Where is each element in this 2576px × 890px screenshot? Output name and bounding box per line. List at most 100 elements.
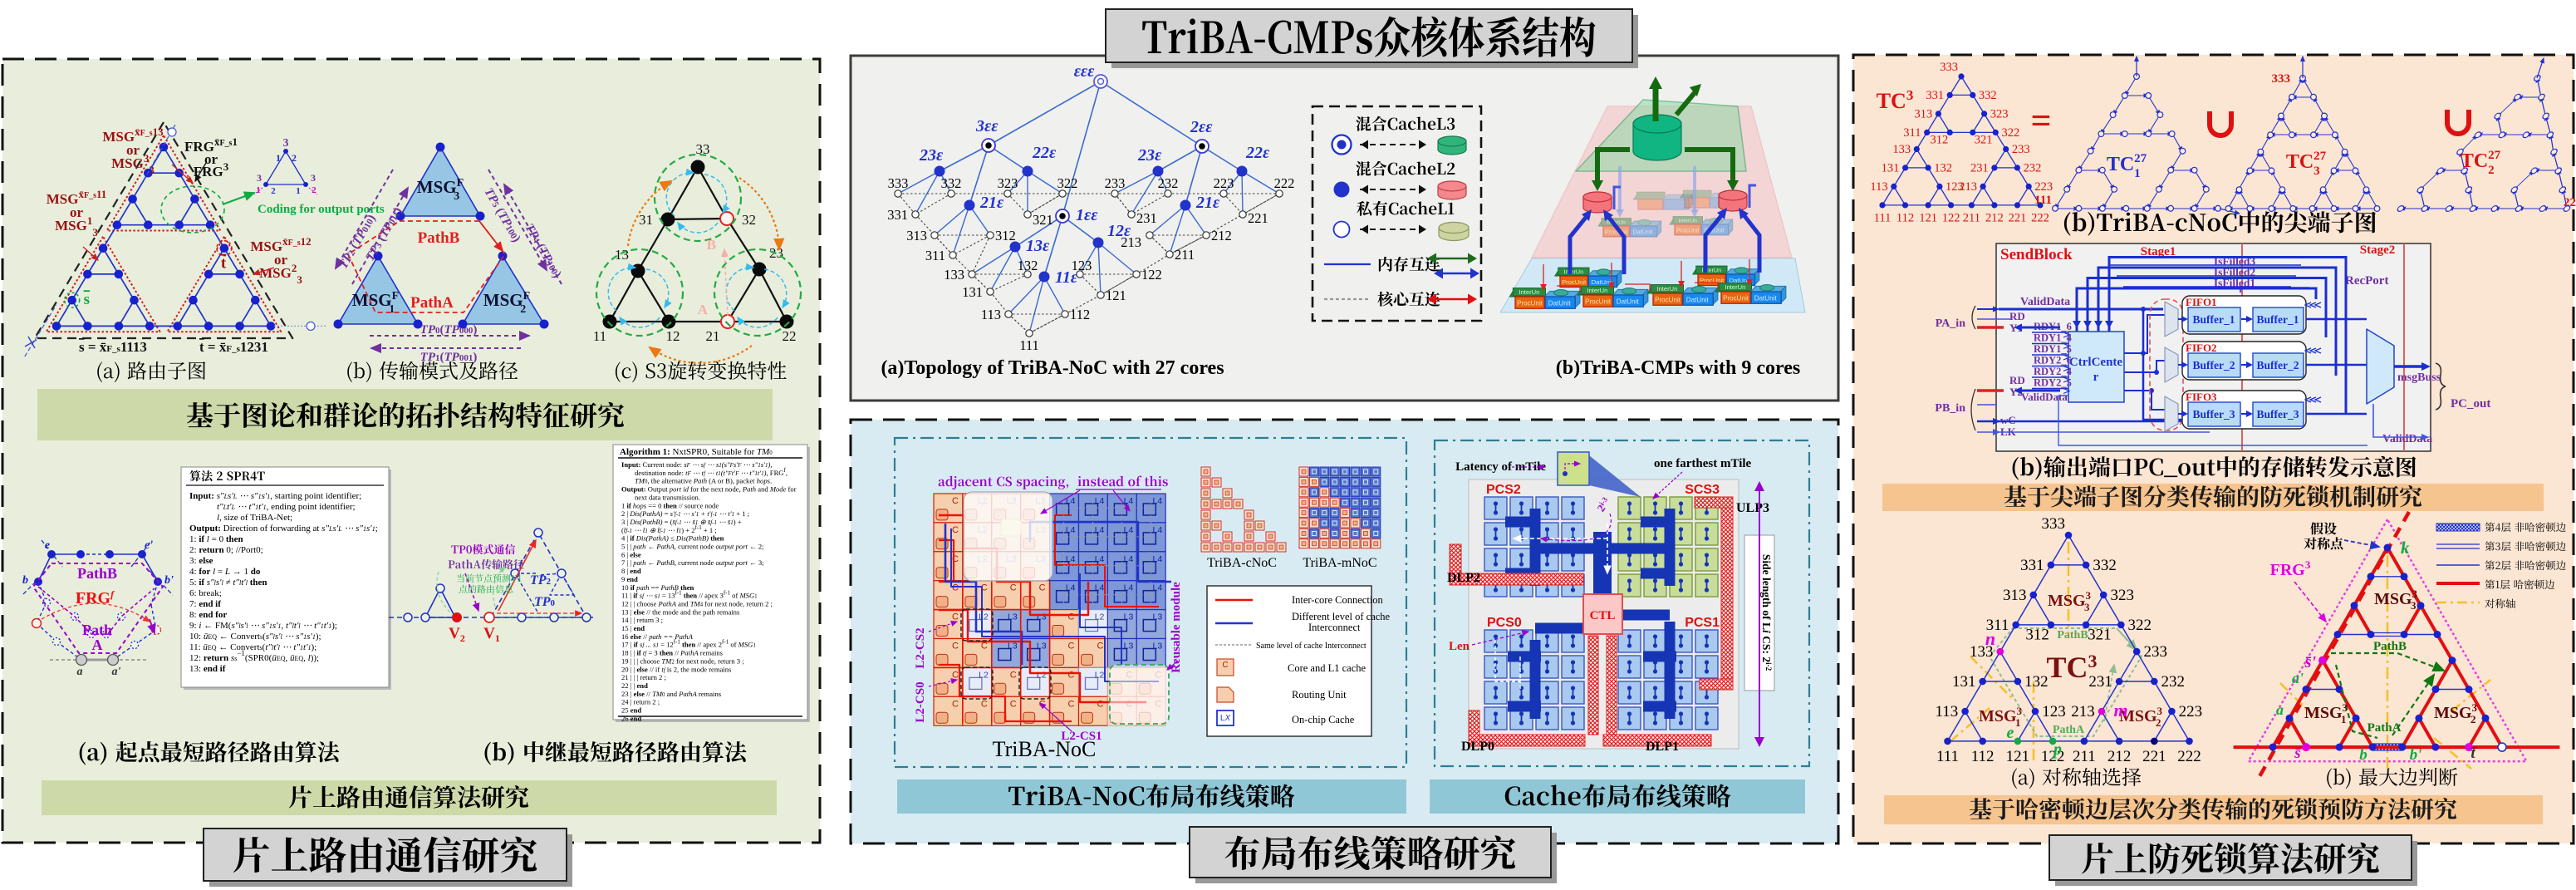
svg-text:14 | | return 3 ;: 14 | | return 3 ; (621, 616, 663, 624)
svg-text:b: b (22, 574, 28, 587)
svg-text:L3: L3 (1037, 642, 1047, 652)
svg-text:s̄': s̄' (2304, 653, 2317, 671)
svg-text:TP1(TP001): TP1(TP001) (420, 351, 478, 364)
svg-text:Coding for output ports: Coding for output ports (258, 203, 385, 216)
svg-text:DatUnit: DatUnit (1633, 228, 1653, 235)
svg-text:321: 321 (2088, 626, 2112, 643)
svg-text:25 end: 25 end (621, 706, 641, 715)
svg-text:211: 211 (1963, 211, 1980, 224)
svg-text:221: 221 (2009, 211, 2027, 224)
svg-text:232: 232 (2024, 162, 2042, 175)
svg-text:L2: L2 (979, 612, 989, 622)
svg-text:L4: L4 (1153, 525, 1163, 535)
svg-text:2: return 0; //Port0;: 2: return 0; //Port0; (189, 545, 263, 555)
svg-text:b': b' (2410, 746, 2422, 764)
svg-text:113: 113 (981, 307, 1001, 322)
svg-text:one farthest mTile: one farthest mTile (1654, 457, 1752, 470)
svg-text:213: 213 (1121, 234, 1141, 250)
svg-text:121: 121 (1106, 288, 1126, 303)
svg-text:131: 131 (962, 284, 983, 300)
svg-text:Different level of cache: Different level of cache (1292, 611, 1391, 622)
svg-text:233: 233 (2143, 643, 2167, 661)
svg-text:Buffer_3: Buffer_3 (2257, 408, 2299, 420)
svg-text:InterUn: InterUn (1656, 285, 1677, 293)
svg-text:or: or (274, 252, 288, 268)
svg-text:312: 312 (995, 228, 1016, 243)
svg-text:333: 333 (2042, 515, 2066, 533)
svg-text:1: if l = 0 then: 1: if l = 0 then (189, 534, 243, 544)
svg-text:L3: L3 (1008, 642, 1018, 652)
svg-text:m: m (2113, 700, 2127, 720)
svg-text:22ε: 22ε (1245, 144, 1270, 162)
svg-text:B: B (707, 237, 716, 253)
svg-text:332: 332 (1979, 89, 1997, 102)
svg-text:PathA: PathA (410, 294, 454, 312)
svg-text:Buffer_1: Buffer_1 (2193, 313, 2235, 326)
svg-text:312: 312 (2025, 626, 2049, 643)
svg-text:RD: RD (2009, 374, 2025, 386)
svg-text:TriBA-NoC: TriBA-NoC (993, 737, 1097, 761)
svg-text:InterUn: InterUn (1519, 288, 1539, 296)
svg-text:C: C (952, 612, 959, 622)
svg-text:PathA: PathA (2053, 724, 2085, 736)
svg-text:10: ūEQ ← Converts(s″ls′l ⋯: 10: ūEQ ← Converts(s″ls′l ⋯ s″1s′1); (189, 632, 321, 642)
svg-text:L2-CS2: L2-CS2 (914, 627, 927, 668)
svg-text:331: 331 (887, 207, 908, 223)
svg-text:p: p (2052, 740, 2062, 759)
svg-text:ProcUnit: ProcUnit (1605, 228, 1628, 235)
svg-text:PCS0: PCS0 (1487, 616, 1522, 630)
svg-text:322: 322 (2001, 126, 2019, 140)
svg-text:232: 232 (2161, 673, 2186, 691)
svg-text:221: 221 (2142, 748, 2166, 765)
svg-text:TM0, the alternative Path (A o: TM0, the alternative Path (A or B), pack… (635, 477, 772, 485)
svg-text:111: 111 (1936, 748, 1959, 765)
svg-text:L4: L4 (1066, 583, 1076, 593)
svg-text:PCS2: PCS2 (1486, 483, 1521, 497)
svg-text:231: 231 (1970, 162, 1989, 175)
svg-text:332: 332 (941, 175, 962, 191)
svg-text:or: or (70, 204, 84, 220)
svg-text:=: = (2030, 101, 2051, 141)
svg-text:212: 212 (1211, 228, 1232, 243)
svg-text:26 end: 26 end (621, 714, 641, 722)
svg-text:333: 333 (888, 175, 909, 191)
svg-text:121: 121 (2006, 748, 2030, 765)
svg-text:3: else: 3: else (189, 556, 213, 566)
svg-text:L3: L3 (1124, 642, 1134, 652)
svg-text:111: 111 (1019, 337, 1039, 353)
svg-text:112: 112 (1971, 748, 1995, 765)
svg-text:15 | end: 15 | end (621, 624, 645, 632)
svg-text:6: break;: 6: break; (189, 588, 222, 598)
svg-text:2: 2 (312, 185, 316, 195)
svg-text:RDY2_5: RDY2_5 (2034, 377, 2072, 389)
svg-text:222: 222 (2177, 748, 2201, 765)
svg-text:9: i ← FM(s″ls′l ⋯ s″1s′1: 9: i ← FM(s″ls′l ⋯ s″1s′1, t″lt′l ⋯ t″1t… (189, 621, 337, 631)
svg-text:MSG33: MSG33 (2048, 589, 2092, 613)
svg-text:312: 312 (1930, 134, 1948, 147)
svg-text:PathB: PathB (418, 229, 460, 247)
svg-text:L4: L4 (1066, 525, 1076, 535)
svg-text:Reusable module: Reusable module (1170, 582, 1183, 673)
svg-text:On-chip Cache: On-chip Cache (1292, 714, 1355, 725)
svg-text:123: 123 (2042, 703, 2066, 720)
svg-text:323: 323 (1990, 108, 2009, 121)
svg-text:C: C (981, 642, 988, 652)
svg-text:L3: L3 (1124, 612, 1134, 622)
svg-text:112: 112 (1896, 211, 1914, 224)
svg-text:RDY2_6: RDY2_6 (2034, 355, 2072, 366)
svg-text:C: C (952, 642, 959, 652)
svg-text:DatUnit: DatUnit (1548, 299, 1572, 307)
svg-text:11: ūEQ ← Converts(t″lt′l ⋯: 11: ūEQ ← Converts(t″lt′l ⋯ t″1t′1); (189, 642, 316, 652)
svg-text:2: 2 (292, 152, 297, 164)
svg-text:19 | | | choose TM2 for nex: 19 | | | choose TM2 for next node, retur… (621, 656, 744, 665)
svg-text:InterUn: InterUn (1702, 266, 1722, 273)
svg-text:1: 1 (276, 152, 281, 164)
svg-text:l, size of TriBA-Net;: l, size of TriBA-Net; (217, 513, 292, 523)
svg-text:InterUn: InterUn (1607, 219, 1627, 225)
svg-text:132: 132 (1934, 162, 1952, 175)
svg-text:DLP2: DLP2 (1447, 571, 1480, 585)
svg-text:1: 1 (256, 185, 261, 195)
svg-text:L4: L4 (1124, 554, 1134, 564)
